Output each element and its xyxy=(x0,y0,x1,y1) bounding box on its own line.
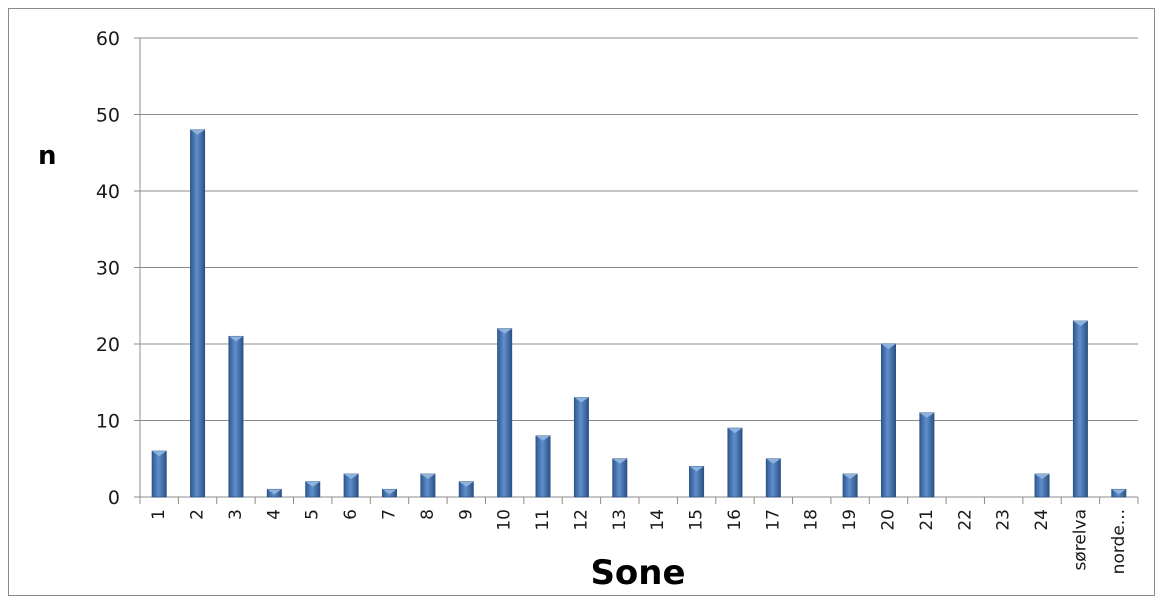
bar xyxy=(420,473,436,498)
bar xyxy=(842,473,858,498)
bar-body xyxy=(880,343,897,498)
bar xyxy=(919,412,935,498)
y-tick-label: 20 xyxy=(96,334,120,356)
bar xyxy=(880,343,897,498)
x-tick-label: 9 xyxy=(456,509,476,520)
y-tick-label: 40 xyxy=(96,181,120,203)
bar-bevel xyxy=(267,489,282,495)
bar-body xyxy=(919,412,935,498)
bar xyxy=(612,458,628,498)
bar xyxy=(190,129,206,498)
y-tick-label: 30 xyxy=(96,258,120,280)
bar xyxy=(689,465,705,498)
y-tick-label: 10 xyxy=(96,411,120,433)
bar-body xyxy=(1072,320,1088,498)
x-tick-label: 8 xyxy=(418,509,438,520)
bar-body xyxy=(190,129,206,498)
x-tick-label: 20 xyxy=(879,509,899,531)
bar-bevel xyxy=(497,328,512,334)
bar-bevel xyxy=(382,489,397,495)
bar xyxy=(573,397,589,498)
bar-bevel xyxy=(190,129,205,135)
bar-bevel xyxy=(881,344,896,349)
x-tick-label: 22 xyxy=(955,509,975,531)
bar xyxy=(535,435,551,498)
y-tick-labels: 0 10 20 30 40 50 60 xyxy=(96,28,120,509)
bar-body xyxy=(727,427,743,498)
bar xyxy=(381,488,398,498)
bar-body xyxy=(535,435,551,498)
bars xyxy=(151,129,1127,498)
x-tick-label: 16 xyxy=(725,509,745,531)
x-tick-label: 18 xyxy=(802,509,822,531)
bar xyxy=(1072,320,1088,498)
x-tick-label: 21 xyxy=(917,509,937,531)
bar-body xyxy=(151,450,167,498)
bar-body xyxy=(228,335,244,498)
x-tick-label: 10 xyxy=(495,509,515,531)
bar-body xyxy=(765,458,781,498)
x-tick-label: 3 xyxy=(226,509,246,520)
x-tick-label: 15 xyxy=(687,509,707,531)
bar-bevel xyxy=(228,336,244,342)
bar-bevel xyxy=(574,397,589,403)
x-tick-label: sørelva xyxy=(1070,509,1090,571)
bar-bevel xyxy=(152,451,167,457)
x-tick-label: 2 xyxy=(188,509,208,520)
gridlines xyxy=(140,37,1138,421)
x-tick-label: 23 xyxy=(994,509,1014,531)
bar xyxy=(497,328,513,498)
bar xyxy=(151,450,167,498)
bar-bevel xyxy=(420,474,435,480)
bar xyxy=(228,335,244,498)
y-tick-label: 60 xyxy=(96,28,120,50)
bar-bevel xyxy=(1111,489,1126,495)
x-tick-label: 19 xyxy=(840,509,860,531)
bar-bevel xyxy=(459,481,474,487)
y-tick-label: 0 xyxy=(108,487,120,509)
bar-body xyxy=(497,328,513,498)
x-tick-label: 1 xyxy=(149,509,169,520)
x-tick-label: 24 xyxy=(1032,509,1052,531)
bar-bevel xyxy=(344,474,359,480)
x-tick-label: 4 xyxy=(264,509,284,520)
bar xyxy=(765,458,781,498)
bar xyxy=(266,488,282,498)
bar-bevel xyxy=(612,458,627,464)
bar-bevel xyxy=(1034,474,1050,480)
x-tick-label: 12 xyxy=(571,509,591,531)
bar-bevel xyxy=(843,474,858,480)
bar-bevel xyxy=(689,466,704,472)
bar-bevel xyxy=(1073,321,1088,327)
y-tick-label: 50 xyxy=(96,105,120,127)
y-axis-title: n xyxy=(38,141,57,171)
bar xyxy=(1111,488,1127,498)
bar-bevel xyxy=(766,458,781,464)
x-tick-label: 11 xyxy=(533,509,553,531)
bar xyxy=(305,481,321,498)
bar-body xyxy=(573,397,589,498)
x-tick-label: 14 xyxy=(648,509,668,531)
axes xyxy=(134,37,1139,504)
x-tick-label: 13 xyxy=(610,509,630,531)
x-tick-label: norde... xyxy=(1109,509,1129,574)
bar-body xyxy=(612,458,628,498)
bar-bevel xyxy=(305,481,320,487)
x-axis-title: Sone xyxy=(590,553,685,593)
x-tick-label: 5 xyxy=(303,509,323,520)
x-tick-label: 6 xyxy=(341,509,361,520)
x-tick-label: 7 xyxy=(380,509,400,520)
bar xyxy=(458,481,474,498)
bar-bevel xyxy=(535,435,551,441)
bar-bevel xyxy=(727,428,743,434)
bar xyxy=(1034,473,1050,498)
bar-bevel xyxy=(919,412,934,418)
x-tick-label: 17 xyxy=(763,509,783,531)
bar xyxy=(727,427,743,498)
x-tick-labels: 1 2 3 4 5 6 7 8 9 10 11 12 13 14 15 16 17 18 19 20 21 22 23 24 s… xyxy=(149,509,1129,574)
bar xyxy=(343,473,359,498)
